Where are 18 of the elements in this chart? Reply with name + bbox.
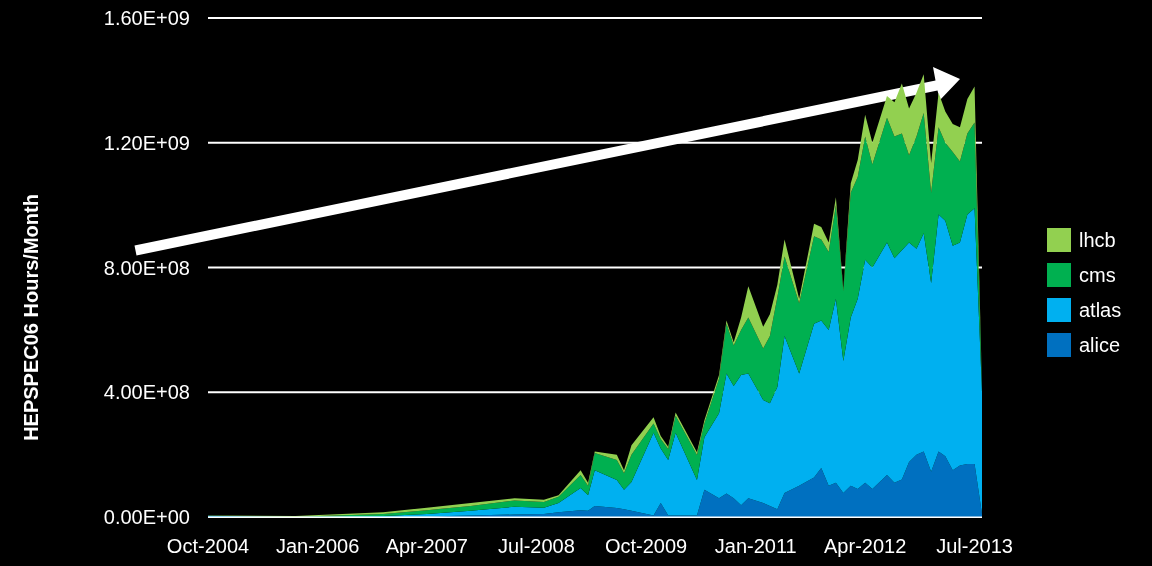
y-tick-label: 1.20E+09: [103, 131, 190, 154]
x-tick-label: Oct-2004: [166, 535, 250, 557]
y-tick-label: 8.00E+08: [103, 256, 190, 279]
x-tick-label: Jul-2013: [936, 535, 1013, 557]
y-tick-label: 0.00E+00: [103, 506, 190, 528]
x-tick-label: Jan-2006: [275, 535, 360, 557]
legend-label: atlas: [1079, 299, 1122, 321]
x-tick-label: Apr-2007: [385, 535, 468, 557]
y-tick-label: 4.00E+08: [103, 381, 190, 404]
x-tick-label: Apr-2012: [824, 535, 907, 557]
x-tick-label: Jan-2011: [714, 535, 797, 557]
legend-label: lhcb: [1079, 229, 1116, 251]
y-axis-title: HEPSPEC06 Hours/Month: [20, 194, 42, 441]
x-tick-label: Jul-2008: [498, 535, 575, 557]
legend-label: alice: [1079, 334, 1121, 356]
y-tick-label: 1.60E+09: [103, 7, 190, 29]
legend-label: cms: [1079, 264, 1116, 286]
x-tick-label: Oct-2009: [604, 535, 688, 557]
